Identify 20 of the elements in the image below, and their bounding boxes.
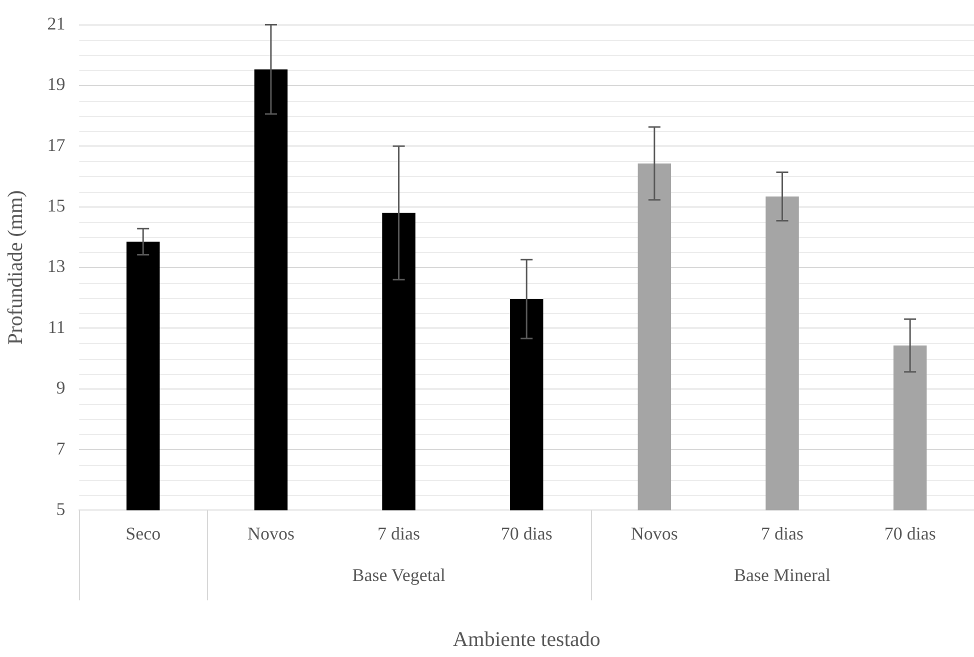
x-tick-label: Seco — [126, 524, 161, 544]
y-tick-label: 5 — [56, 498, 66, 519]
y-tick-label: 9 — [56, 378, 66, 398]
y-tick-label: 17 — [47, 134, 66, 155]
x-tick-label: 70 dias — [884, 524, 936, 544]
x-tick-label: 7 dias — [378, 524, 420, 544]
y-tick-label: 11 — [48, 316, 66, 337]
y-tick-label: 13 — [47, 256, 66, 276]
x-tick-label: Novos — [247, 524, 294, 544]
x-tick-label: 70 dias — [500, 524, 552, 544]
x-tick-label: 7 dias — [761, 524, 804, 544]
y-axis-title: Profundiade (mm) — [3, 190, 28, 345]
y-tick-label: 7 — [56, 438, 66, 458]
text: Base Vegetal — [352, 564, 446, 585]
y-tick-label: 15 — [47, 196, 66, 216]
text: Base Mineral — [734, 564, 830, 585]
y-tick-label: 19 — [47, 74, 66, 94]
x-axis-title: Ambiente testado — [452, 626, 600, 651]
y-tick-label: 21 — [47, 14, 66, 34]
x-tick-label: Novos — [630, 524, 678, 544]
